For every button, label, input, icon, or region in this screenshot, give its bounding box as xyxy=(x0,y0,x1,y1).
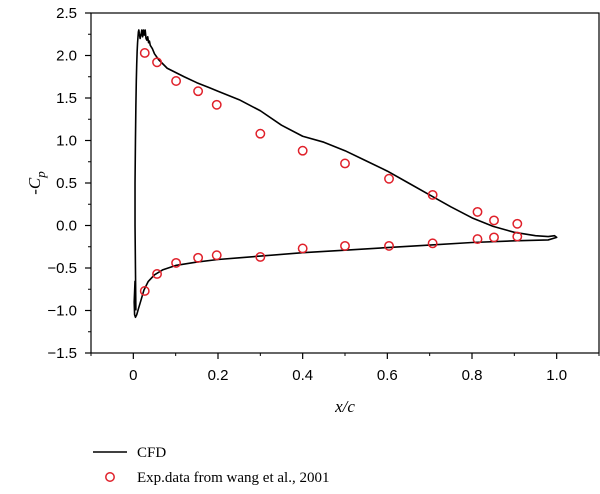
y-tick-label: −0.5 xyxy=(47,260,77,277)
y-tick-label: 2.5 xyxy=(56,5,77,22)
exp-data-point xyxy=(211,250,222,261)
exp-data-point xyxy=(472,206,483,217)
plot-area-frame xyxy=(90,12,600,354)
exp-data-point xyxy=(512,218,523,229)
exp-data-point xyxy=(297,145,308,156)
exp-data-point xyxy=(193,252,204,263)
exp-data-point xyxy=(340,240,350,251)
y-tick-label: 1.0 xyxy=(56,133,77,150)
exp-data-point xyxy=(427,189,438,200)
exp-data-point xyxy=(384,240,394,251)
y-axis-title: -Cp xyxy=(25,171,48,195)
x-axis-title: x/c xyxy=(334,397,355,416)
y-tick-label: 1.5 xyxy=(56,90,77,107)
exp-data-point xyxy=(255,252,266,262)
legend-marker-swatch xyxy=(105,472,115,482)
exp-data-point xyxy=(152,269,162,279)
legend-label-cfd: CFD xyxy=(137,445,166,461)
x-tick-label: 0.2 xyxy=(208,367,229,384)
y-tick-label: 0.0 xyxy=(56,218,77,235)
x-tick-label: 0.4 xyxy=(292,367,313,384)
series-line-cfd xyxy=(133,29,558,319)
legend: CFD Exp.data from wang et al., 2001 xyxy=(93,445,329,486)
exp-data-point xyxy=(427,238,438,249)
y-axis-title-subscript: p xyxy=(33,171,48,179)
exp-data-point xyxy=(340,158,350,169)
y-tick-label: −1.5 xyxy=(47,345,77,362)
axes-layer: 0 0.2 0.4 0.6 0.8 1.0 2.5 2.0 1.5 1.0 0.5 0.0 −0.5 −1… xyxy=(47,5,600,384)
exp-data-point xyxy=(512,231,523,242)
y-tick-label: 2.0 xyxy=(56,48,77,65)
x-tick-label: 1.0 xyxy=(546,367,567,384)
exp-data-point xyxy=(139,48,150,58)
x-tick-label: 0.8 xyxy=(462,367,483,384)
legend-label-exp: Exp.data from wang et al., 2001 xyxy=(137,470,329,486)
exp-data-point xyxy=(489,215,499,226)
x-tick-label: 0 xyxy=(129,367,137,384)
y-tick-label: −1.0 xyxy=(47,303,77,320)
exp-data-point xyxy=(489,232,499,243)
exp-data-point xyxy=(472,234,483,245)
exp-data-point xyxy=(297,243,308,254)
exp-data-point xyxy=(211,99,222,110)
y-axis-title-main: -C xyxy=(25,177,44,195)
exp-data-point xyxy=(255,128,266,139)
y-tick-label: 0.5 xyxy=(56,175,77,192)
exp-data-point xyxy=(193,86,204,97)
exp-data-point xyxy=(384,173,394,184)
exp-data-point xyxy=(171,76,182,86)
series-layer xyxy=(133,29,558,319)
exp-data-point xyxy=(139,286,150,296)
exp-data-point xyxy=(152,57,162,68)
x-tick-label: 0.6 xyxy=(377,367,398,384)
exp-data-point xyxy=(171,257,182,268)
